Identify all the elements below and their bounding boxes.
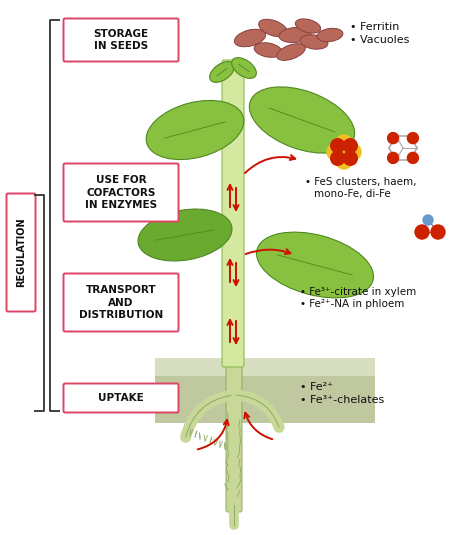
Ellipse shape <box>300 35 328 49</box>
Circle shape <box>327 144 343 160</box>
Circle shape <box>331 151 345 165</box>
Text: • Fe²⁺: • Fe²⁺ <box>300 382 333 392</box>
Ellipse shape <box>277 44 305 60</box>
Ellipse shape <box>210 62 234 82</box>
Bar <box>155 358 375 376</box>
Ellipse shape <box>256 232 374 298</box>
Text: UPTAKE: UPTAKE <box>98 393 144 403</box>
FancyBboxPatch shape <box>7 194 36 311</box>
Circle shape <box>415 225 429 239</box>
Circle shape <box>343 151 357 165</box>
FancyBboxPatch shape <box>64 19 179 62</box>
Text: • Fe³⁺-citrate in xylem: • Fe³⁺-citrate in xylem <box>300 287 416 297</box>
Circle shape <box>388 133 399 143</box>
Text: STORAGE
IN SEEDS: STORAGE IN SEEDS <box>93 28 148 51</box>
Circle shape <box>431 225 445 239</box>
Text: • Ferritin: • Ferritin <box>350 22 400 32</box>
Text: USE FOR
COFACTORS
IN ENZYMES: USE FOR COFACTORS IN ENZYMES <box>85 175 157 210</box>
Circle shape <box>343 139 357 152</box>
FancyBboxPatch shape <box>64 384 179 412</box>
Circle shape <box>331 139 345 152</box>
Ellipse shape <box>254 43 282 57</box>
Bar <box>155 358 375 423</box>
Circle shape <box>407 152 419 163</box>
Ellipse shape <box>295 19 321 33</box>
Ellipse shape <box>249 87 355 153</box>
FancyBboxPatch shape <box>222 60 244 367</box>
Text: TRANSPORT
AND
DISTRIBUTION: TRANSPORT AND DISTRIBUTION <box>79 285 163 320</box>
Ellipse shape <box>146 101 244 159</box>
Circle shape <box>336 153 352 169</box>
FancyBboxPatch shape <box>64 164 179 221</box>
Text: • Fe²⁺-NA in phloem: • Fe²⁺-NA in phloem <box>300 299 404 309</box>
Text: REGULATION: REGULATION <box>16 218 26 287</box>
Ellipse shape <box>138 209 232 261</box>
Circle shape <box>423 215 433 225</box>
Text: • Vacuoles: • Vacuoles <box>350 35 410 45</box>
FancyBboxPatch shape <box>64 273 179 332</box>
Text: • FeS clusters, haem,: • FeS clusters, haem, <box>305 177 417 187</box>
Ellipse shape <box>259 19 287 37</box>
Circle shape <box>407 133 419 143</box>
Ellipse shape <box>232 58 256 78</box>
Circle shape <box>388 152 399 163</box>
Circle shape <box>345 144 361 160</box>
Ellipse shape <box>279 27 311 43</box>
Circle shape <box>336 135 352 151</box>
Text: mono-Fe, di-Fe: mono-Fe, di-Fe <box>314 189 391 199</box>
Ellipse shape <box>317 28 343 42</box>
Ellipse shape <box>235 29 265 47</box>
Text: • Fe³⁺-chelates: • Fe³⁺-chelates <box>300 395 384 405</box>
FancyBboxPatch shape <box>226 363 242 512</box>
